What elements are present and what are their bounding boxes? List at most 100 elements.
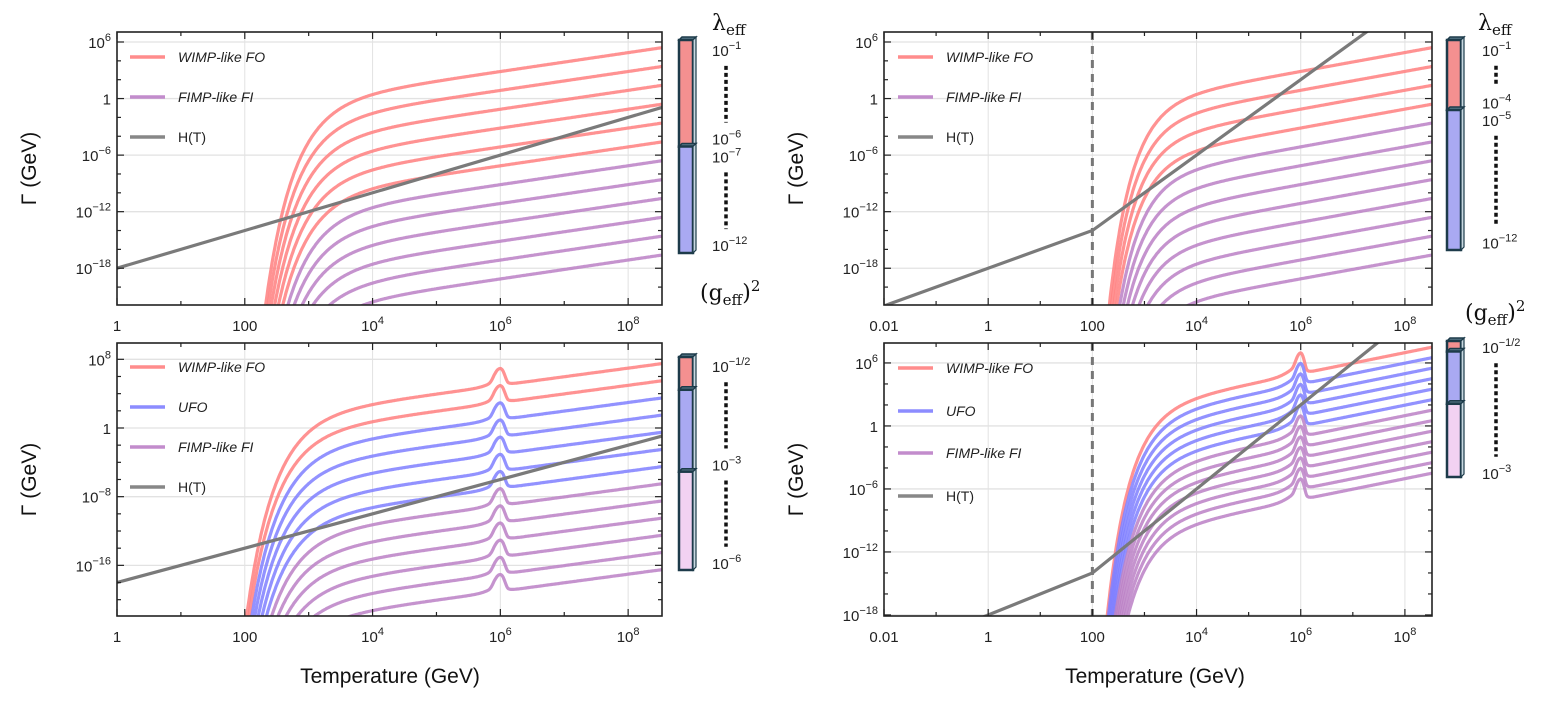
colorbar-segment: [677, 470, 695, 572]
plot-frame: [883, 31, 1433, 306]
series-line-fimp-like-fi-8: [276, 499, 662, 616]
x-tick-label: 100: [232, 629, 257, 646]
colorbar-label: 10−1: [712, 40, 741, 60]
series-line-fimp-like-fi-6: [1125, 159, 1432, 305]
x-tick-label: 104: [361, 626, 384, 646]
legend-label: WIMP-like FO: [178, 359, 265, 375]
colorbar-title: λeff: [712, 11, 747, 39]
y-tick-label: 10−6: [82, 145, 111, 165]
legend-label: FIMP-like FI: [178, 439, 254, 455]
y-tick-label-exponent: −18: [92, 258, 111, 270]
y-tick-label-base: 10: [88, 352, 105, 369]
colorbar-label-base: 10: [712, 556, 729, 573]
colorbar-label-base: 10: [1482, 340, 1499, 357]
colorbar-label-base: 10: [712, 458, 729, 475]
y-tick-label: 10−12: [843, 202, 878, 222]
x-tick-label-base: 10: [489, 318, 506, 335]
series-line-fimp-like-fi-4: [1118, 121, 1432, 305]
y-tick-label: 10−12: [76, 202, 111, 222]
colorbar-label-base: 10: [712, 359, 729, 376]
colorbar-label-base: 10: [712, 238, 729, 255]
series-line-wimp-like-fo-1: [247, 379, 662, 616]
colorbar-label-base: 10: [1482, 113, 1499, 130]
colorbar-label-base: 10: [712, 149, 729, 166]
hubble-rate-line: [117, 105, 662, 270]
y-tick-label-base: 10: [76, 261, 93, 278]
colorbar-segment-side: [692, 142, 697, 255]
x-tick-label-base: 10: [1289, 629, 1306, 646]
x-tick-label-exponent: 8: [1410, 315, 1416, 327]
series-line-fimp-like-fi-9: [1146, 215, 1432, 305]
y-tick-label-exponent: −6: [98, 145, 111, 157]
colorbar-title-open: (g: [700, 281, 723, 306]
series-line-ufo-5: [1112, 398, 1432, 616]
colorbar-title: (geff)2: [1465, 297, 1525, 329]
x-tick-label-base: 10: [1185, 629, 1202, 646]
colorbar-title-close: ): [1507, 301, 1516, 326]
x-tick-label-base: 1: [984, 318, 992, 335]
y-tick-label-base: 10: [843, 608, 860, 625]
colorbar-label-base: 10: [712, 132, 729, 149]
colorbar-title: λeff: [1478, 11, 1513, 39]
y-tick-label-base: 1: [870, 92, 878, 109]
x-tick-label: 1: [113, 629, 121, 646]
x-tick-label-base: 10: [617, 629, 634, 646]
series-line-ufo-6: [264, 465, 662, 616]
series-line-wimp-like-fo-3: [1115, 102, 1432, 305]
series-line-fimp-like-fi-11: [1185, 253, 1432, 305]
series-line-wimp-like-fo-0: [1105, 345, 1432, 616]
y-tick-label: 10−16: [76, 555, 111, 575]
colorbar-segment: [1445, 108, 1463, 252]
x-tick-label: 100: [1080, 318, 1105, 335]
y-tick-label: 10−6: [849, 145, 878, 165]
x-tick-label-base: 100: [232, 318, 257, 335]
x-tick-label-base: 100: [1080, 629, 1105, 646]
x-tick-label: 104: [1185, 626, 1208, 646]
y-tick-label-base: 10: [76, 558, 93, 575]
y-tick-label-exponent: 8: [105, 349, 111, 361]
curves: [117, 362, 662, 616]
x-tick-label-base: 10: [1394, 318, 1411, 335]
y-tick-label-exponent: −12: [859, 202, 878, 214]
x-tick-label-base: 100: [1080, 318, 1105, 335]
colorbar-label-exponent: −1: [729, 40, 742, 52]
legend-label: UFO: [946, 403, 976, 419]
x-tick-label-base: 100: [232, 629, 257, 646]
series-line-ufo-2: [250, 396, 662, 616]
y-tick-label: 108: [88, 349, 111, 369]
colorbar-label: 10−3: [1482, 463, 1511, 483]
colorbar-title-subscript: eff: [1492, 21, 1513, 39]
x-tick-label-exponent: 4: [378, 626, 384, 638]
series-line-wimp-like-fo-0: [264, 46, 662, 305]
hubble-rate-line: [884, 32, 1370, 305]
x-tick-label-exponent: 4: [378, 315, 384, 327]
legend-label: WIMP-like FO: [178, 49, 265, 65]
legend-label: FIMP-like FI: [946, 89, 1022, 105]
series-line-fimp-like-fi-8: [1137, 196, 1432, 305]
series-line-wimp-like-fo-1: [266, 64, 662, 305]
x-tick-label: 104: [1185, 315, 1208, 335]
colorbar-segment: [677, 388, 695, 473]
series-line-wimp-like-fo-5: [281, 140, 662, 305]
y-tick-label-base: 10: [82, 490, 99, 507]
series-line-fimp-like-fi-7: [292, 178, 662, 305]
colorbar-label-exponent: −6: [729, 129, 742, 141]
x-tick-label: 108: [1394, 315, 1417, 335]
y-tick-label-exponent: −6: [865, 145, 878, 157]
x-tick-label: 1: [984, 629, 992, 646]
colorbar-title-symbol: λ: [1478, 11, 1492, 36]
x-tick-label: 0.01: [869, 629, 898, 646]
series-line-fimp-like-fi-6: [1113, 408, 1432, 616]
colorbar-label: 10−1: [1482, 40, 1511, 60]
colorbar-label-exponent: −7: [729, 146, 742, 158]
y-tick-label-exponent: 6: [872, 353, 878, 365]
series-line-ufo-3: [253, 413, 662, 616]
colorbar-title-subscript: eff: [723, 291, 744, 309]
legend-label: H(T): [946, 488, 974, 504]
x-tick-label: 106: [1289, 315, 1312, 335]
colorbar-segment: [677, 145, 695, 255]
y-tick-label-base: 10: [82, 148, 99, 165]
colorbar-label: 10−6: [712, 553, 741, 573]
legend-label: H(T): [946, 129, 974, 145]
